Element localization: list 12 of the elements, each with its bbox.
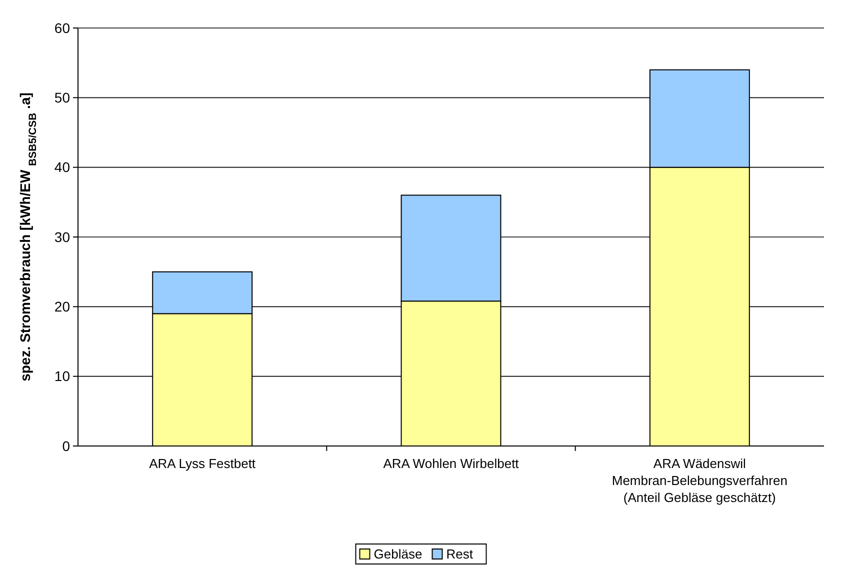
legend-label: Gebläse xyxy=(374,546,422,562)
y-tick-label: 30 xyxy=(54,228,70,245)
y-tick-label: 0 xyxy=(62,438,70,454)
legend-label: Rest xyxy=(446,546,474,562)
x-tick-label: ARA Lyss Festbett xyxy=(149,456,256,471)
y-tick-label: 10 xyxy=(54,368,70,384)
x-tick-label: ARA Wädenswil Membran-Belebungsverfahren (Anteil Gebläse geschätzt) xyxy=(612,456,788,505)
y-tick-label: 40 xyxy=(54,159,70,176)
y-tick-label: 60 xyxy=(54,20,70,36)
y-tick-label: 50 xyxy=(54,90,70,106)
y-tick-label: 20 xyxy=(54,298,70,315)
x-tick-label: ARA Wohlen Wirbelbett xyxy=(383,456,520,471)
